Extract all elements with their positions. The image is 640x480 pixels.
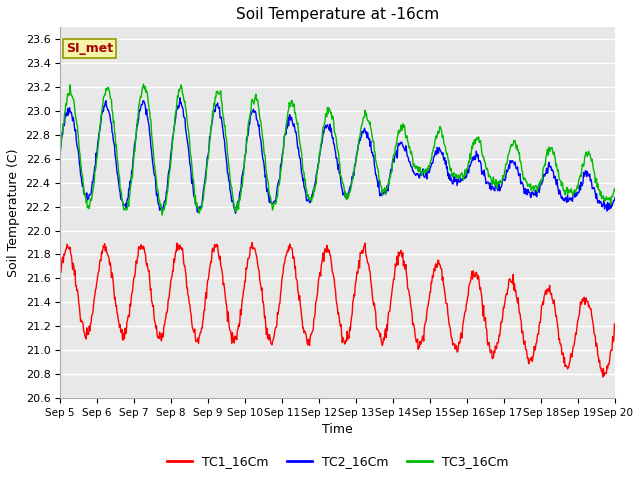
TC2_16Cm (452, 176, 460, 182)
TC2_16Cm (294, 145, 302, 151)
Line: TC3_16Cm: TC3_16Cm (60, 84, 615, 215)
TC1_16Cm (452, 342, 460, 348)
TC3_16Cm (452, 171, 460, 177)
TC2_16Cm (117, 196, 125, 202)
TC1_16Cm (248, 240, 256, 245)
TC3_16Cm (611, 187, 619, 192)
TC1_16Cm (475, 274, 483, 280)
Text: SI_met: SI_met (66, 42, 113, 55)
X-axis label: Time: Time (323, 423, 353, 436)
TC3_16Cm (56, 147, 64, 153)
TC2_16Cm (476, 158, 483, 164)
TC3_16Cm (202, 177, 210, 183)
TC3_16Cm (294, 129, 302, 134)
Line: TC2_16Cm: TC2_16Cm (60, 98, 615, 213)
TC2_16Cm (611, 194, 619, 200)
TC3_16Cm (476, 140, 483, 145)
TC2_16Cm (202, 176, 209, 181)
TC1_16Cm (611, 326, 619, 332)
TC1_16Cm (56, 270, 64, 276)
TC2_16Cm (56, 149, 64, 155)
TC1_16Cm (117, 329, 125, 335)
TC1_16Cm (536, 319, 543, 325)
Title: Soil Temperature at -16cm: Soil Temperature at -16cm (236, 7, 439, 22)
TC1_16Cm (294, 288, 301, 294)
Line: TC1_16Cm: TC1_16Cm (60, 242, 615, 377)
TC1_16Cm (599, 374, 607, 380)
TC3_16Cm (158, 212, 166, 218)
TC3_16Cm (536, 181, 544, 187)
TC3_16Cm (117, 186, 125, 192)
TC3_16Cm (140, 81, 147, 87)
Legend: TC1_16Cm, TC2_16Cm, TC3_16Cm: TC1_16Cm, TC2_16Cm, TC3_16Cm (162, 450, 514, 473)
TC2_16Cm (176, 95, 184, 101)
TC2_16Cm (232, 210, 239, 216)
TC2_16Cm (536, 180, 544, 185)
Y-axis label: Soil Temperature (C): Soil Temperature (C) (7, 148, 20, 277)
TC1_16Cm (201, 307, 209, 313)
